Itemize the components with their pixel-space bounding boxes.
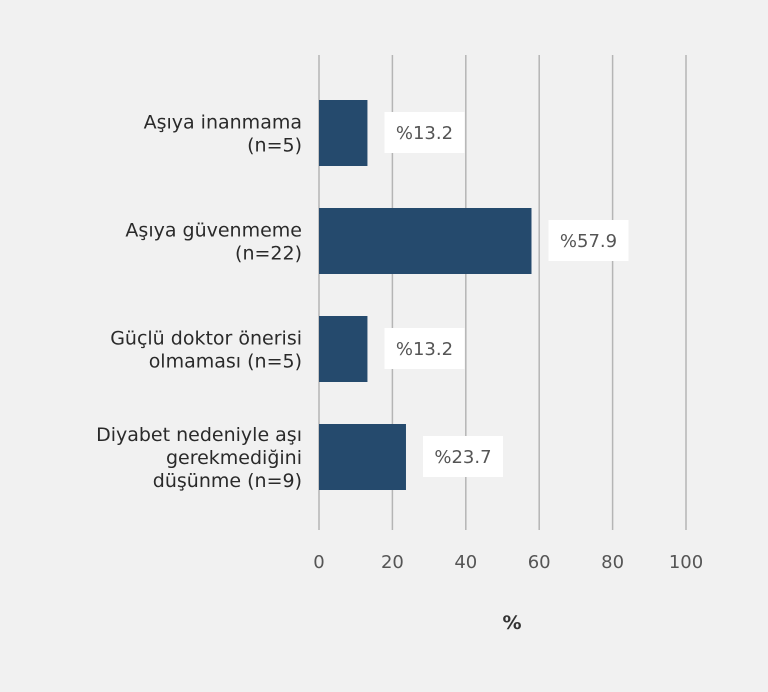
category-label: Aşıya inanmama: [144, 112, 302, 134]
x-tick-label: 60: [528, 552, 551, 573]
data-label: %57.9: [560, 231, 617, 252]
category-label: düşünme (n=9): [153, 470, 302, 492]
x-tick-label: 40: [454, 552, 477, 573]
bar: [319, 424, 406, 490]
x-tick-label: 100: [669, 552, 703, 573]
x-tick-label: 0: [313, 552, 324, 573]
category-label: Aşıya güvenmeme: [125, 220, 302, 242]
category-label: gerekmediğini: [166, 447, 302, 469]
data-label: %23.7: [434, 447, 491, 468]
x-tick-label: 80: [601, 552, 624, 573]
data-label-box: [384, 112, 465, 153]
x-axis-label: %: [502, 612, 521, 634]
data-label-box: [384, 328, 465, 369]
x-tick-label: 20: [381, 552, 404, 573]
category-label: (n=5): [247, 135, 302, 157]
data-label: %13.2: [396, 339, 453, 360]
category-label: (n=22): [235, 243, 302, 265]
data-label: %13.2: [396, 123, 453, 144]
bar: [319, 100, 368, 166]
bar: [319, 208, 532, 274]
bar: [319, 316, 368, 382]
category-label: olmaması (n=5): [149, 351, 302, 373]
category-label: Güçlü doktor önerisi: [110, 328, 302, 350]
data-label-box: [548, 220, 629, 261]
category-label: Diyabet nedeniyle aşı: [96, 424, 302, 446]
data-label-box: [422, 436, 503, 477]
